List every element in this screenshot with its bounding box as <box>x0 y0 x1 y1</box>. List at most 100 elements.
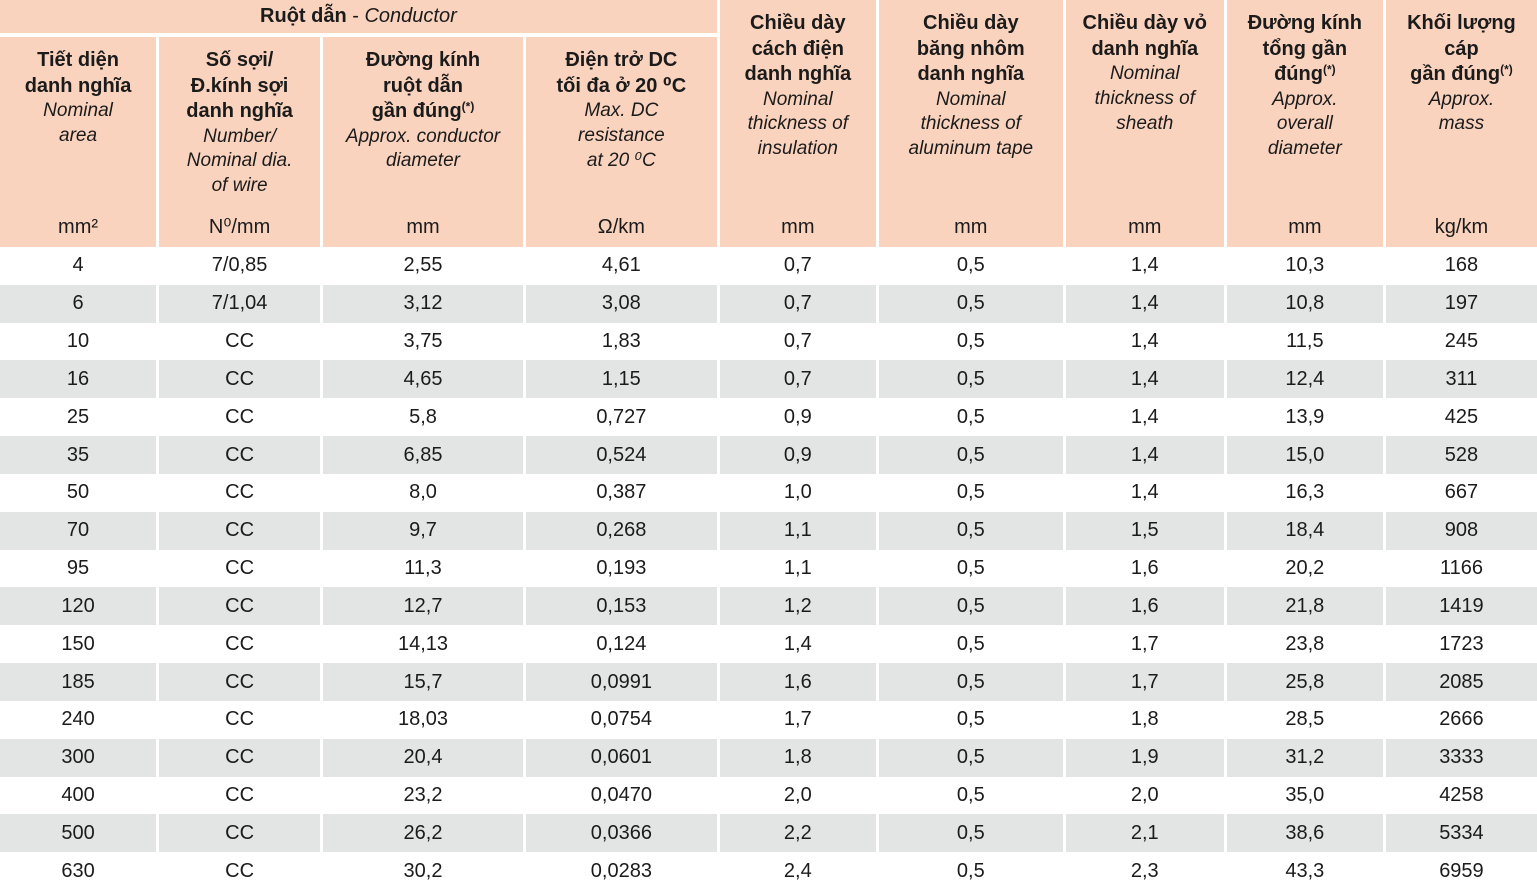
table-cell: 0,5 <box>878 776 1063 815</box>
table-cell: 6,85 <box>323 436 523 474</box>
table-cell: 0,387 <box>525 473 717 512</box>
table-cell: 2666 <box>1385 700 1537 739</box>
table-cell: 1,4 <box>1065 473 1224 512</box>
table-cell: 0,193 <box>525 549 717 588</box>
table-cell: 0,5 <box>878 398 1063 437</box>
table-cell: 11,3 <box>323 549 523 588</box>
table-cell: 23,2 <box>323 776 523 815</box>
table-row: 500 CC 26,2 0,0366 2,2 0,5 2,1 38,6 5334 <box>0 814 1537 853</box>
header-en: Number/ Nominal dia. of wire <box>186 125 293 197</box>
table-row: 10 CC 3,75 1,83 0,7 0,5 1,4 11,5 245 <box>0 322 1537 361</box>
table-cell: 15,0 <box>1226 436 1383 474</box>
table-cell: 7/1,04 <box>159 284 321 323</box>
table-cell: 0,5 <box>878 284 1063 323</box>
table-cell: 1,1 <box>719 511 876 550</box>
table-cell: 3,75 <box>323 322 523 361</box>
table-body: 4 7/0,85 2,55 4,61 0,7 0,5 1,4 10,3 168 6 7/1,04 3,… <box>0 247 1537 890</box>
table-cell: 9,7 <box>323 511 523 550</box>
table-cell: 2,1 <box>1065 814 1224 853</box>
table-cell: 7/0,85 <box>159 247 321 285</box>
header-label: Chiều dày băng nhôm danh nghĩa Nominal th… <box>883 11 1059 162</box>
table-cell: 20,2 <box>1226 549 1383 588</box>
table-cell: 0,5 <box>878 738 1063 777</box>
table-cell: CC <box>159 360 321 399</box>
table-cell: 0,5 <box>878 852 1063 890</box>
table-cell: 15,7 <box>323 663 523 701</box>
header-footnote-mark: (*) <box>461 99 475 114</box>
table-cell: 1,4 <box>1065 247 1224 285</box>
table-cell: 197 <box>1385 284 1537 323</box>
table-cell: 150 <box>0 625 157 664</box>
column-header-aluminum-tape-thickness: Chiều dày băng nhôm danh nghĩa Nominal th… <box>878 0 1063 247</box>
table-cell: 1,7 <box>719 700 876 739</box>
table-cell: 2,55 <box>323 247 523 285</box>
table-cell: 0,5 <box>878 436 1063 474</box>
table-cell: 1,7 <box>1065 625 1224 664</box>
table-cell: 3,12 <box>323 284 523 323</box>
table-cell: 1,4 <box>1065 322 1224 361</box>
column-header-insulation-thickness: Chiều dày cách điện danh nghĩa Nominal th… <box>719 0 876 247</box>
table-cell: 35 <box>0 436 157 474</box>
header-label: Đường kính ruột dẫn gần đúng(*) Approx. c… <box>327 48 519 174</box>
header-unit: mm <box>1288 216 1322 238</box>
table-cell: CC <box>159 852 321 890</box>
header-vi: Chiều dày vỏ danh nghĩa <box>1082 12 1208 60</box>
table-cell: 16 <box>0 360 157 399</box>
header-en: Approx. mass <box>1428 88 1495 135</box>
table-cell: 1,1 <box>719 549 876 588</box>
table-cell: 2085 <box>1385 663 1537 701</box>
table-cell: 0,5 <box>878 700 1063 739</box>
table-cell: 1,4 <box>1065 436 1224 474</box>
table-cell: 2,2 <box>719 814 876 853</box>
table-cell: 50 <box>0 473 157 512</box>
table-cell: 10,3 <box>1226 247 1383 285</box>
table-cell: 1,5 <box>1065 511 1224 550</box>
header-label: Điện trở DC tối đa ở 20 ⁰C Max. DC resist… <box>530 48 713 173</box>
table-cell: 30,2 <box>323 852 523 890</box>
table-cell: 95 <box>0 549 157 588</box>
table-cell: 70 <box>0 511 157 550</box>
table-cell: 2,0 <box>719 776 876 815</box>
table-cell: 0,9 <box>719 398 876 437</box>
column-header-approx-mass: Khối lượng cáp gần đúng(*) Approx. mass k… <box>1385 0 1537 247</box>
header-vi: Khối lượng cáp gần đúng <box>1407 12 1516 86</box>
table-cell: 400 <box>0 776 157 815</box>
table-cell: 1,8 <box>1065 700 1224 739</box>
table-cell: 0,5 <box>878 247 1063 285</box>
table-cell: 1,4 <box>1065 398 1224 437</box>
table-cell: 1723 <box>1385 625 1537 664</box>
table-cell: 1,15 <box>525 360 717 399</box>
table-cell: 4,65 <box>323 360 523 399</box>
header-label: Tiết diện danh nghĩa Nominal area <box>4 48 152 149</box>
table-cell: 667 <box>1385 473 1537 512</box>
table-cell: 4,61 <box>525 247 717 285</box>
table-cell: 43,3 <box>1226 852 1383 890</box>
table-row: 50 CC 8,0 0,387 1,0 0,5 1,4 16,3 667 <box>0 473 1537 512</box>
header-unit: mm² <box>58 216 99 238</box>
table-cell: 8,0 <box>323 473 523 512</box>
group-header-separator: - <box>346 5 365 27</box>
header-vi: Đường kính ruột dẫn gần đúng <box>365 49 481 123</box>
table-row: 4 7/0,85 2,55 4,61 0,7 0,5 1,4 10,3 168 <box>0 247 1537 285</box>
table-cell: 6959 <box>1385 852 1537 890</box>
table-row: 95 CC 11,3 0,193 1,1 0,5 1,6 20,2 1166 <box>0 549 1537 588</box>
table-cell: 25,8 <box>1226 663 1383 701</box>
table-cell: 0,5 <box>878 549 1063 588</box>
table-cell: 38,6 <box>1226 814 1383 853</box>
header-vi: Điện trở DC tối đa ở 20 ⁰C <box>556 49 687 97</box>
header-vi: Số sợi/ Đ.kính sợi danh nghĩa <box>186 49 293 123</box>
table-cell: 31,2 <box>1226 738 1383 777</box>
group-header-en: Conductor <box>364 5 457 27</box>
header-footnote-mark: (*) <box>1322 62 1336 77</box>
header-vi: Chiều dày cách điện danh nghĩa <box>744 12 852 86</box>
table-cell: 0,124 <box>525 625 717 664</box>
table-cell: 0,7 <box>719 360 876 399</box>
table-cell: 4 <box>0 247 157 285</box>
table-cell: 1,8 <box>719 738 876 777</box>
table-cell: 23,8 <box>1226 625 1383 664</box>
table-cell: CC <box>159 398 321 437</box>
table-cell: CC <box>159 776 321 815</box>
table-cell: CC <box>159 322 321 361</box>
table-cell: 26,2 <box>323 814 523 853</box>
table-cell: CC <box>159 625 321 664</box>
